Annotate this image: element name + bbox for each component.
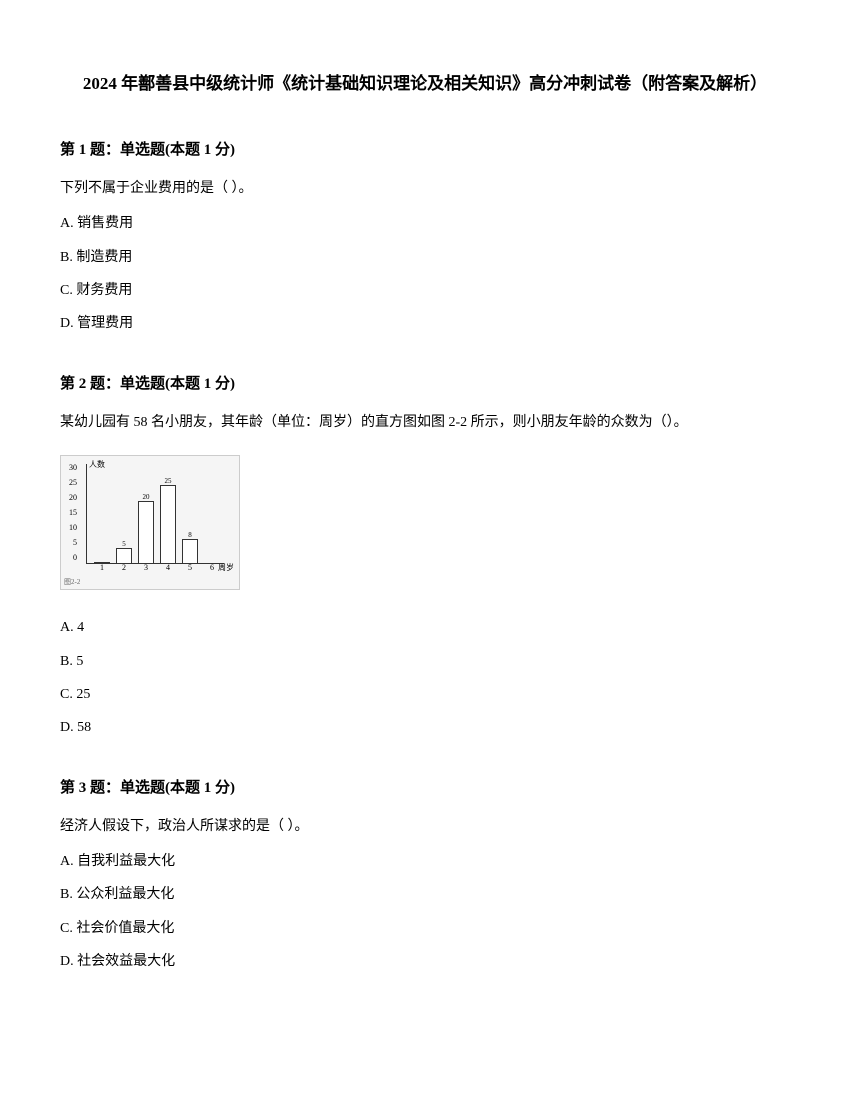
- question-3-text: 经济人假设下，政治人所谋求的是（ ）。: [60, 814, 790, 839]
- question-1-option-c: C. 财务费用: [60, 278, 790, 303]
- question-3-option-b: B. 公众利益最大化: [60, 882, 790, 907]
- bar-3-label: 20: [135, 491, 157, 504]
- bar-2-label: 5: [113, 538, 135, 551]
- question-1-option-a: A. 销售费用: [60, 211, 790, 236]
- y-tick-0: 0: [73, 551, 77, 565]
- question-1-text: 下列不属于企业费用的是（ ）。: [60, 176, 790, 201]
- question-1-header: 第 1 题：单选题(本题 1 分): [60, 137, 790, 164]
- histogram-chart: 人数 周岁 30 25 20 15 10 5 0 5 20: [60, 455, 240, 590]
- question-3-header: 第 3 题：单选题(本题 1 分): [60, 775, 790, 802]
- x-label-5: 5: [179, 561, 201, 575]
- question-2-option-a: A. 4: [60, 615, 790, 640]
- x-label-4: 4: [157, 561, 179, 575]
- bars-container: 5 20 25 8: [91, 469, 223, 564]
- question-2-header: 第 2 题：单选题(本题 1 分): [60, 371, 790, 398]
- bar-3-rect: [138, 501, 154, 564]
- bar-4-label: 25: [157, 475, 179, 488]
- question-3-option-c: C. 社会价值最大化: [60, 916, 790, 941]
- y-tick-20: 20: [69, 491, 77, 505]
- question-1-option-b: B. 制造费用: [60, 245, 790, 270]
- x-label-3: 3: [135, 561, 157, 575]
- bar-3: 20: [135, 501, 157, 564]
- x-label-2: 2: [113, 561, 135, 575]
- question-1: 第 1 题：单选题(本题 1 分) 下列不属于企业费用的是（ ）。 A. 销售费…: [60, 137, 790, 336]
- question-2-text: 某幼儿园有 58 名小朋友，其年龄（单位：周岁）的直方图如图 2-2 所示，则小…: [60, 410, 790, 435]
- question-1-option-d: D. 管理费用: [60, 311, 790, 336]
- document-title: 2024 年鄯善县中级统计师《统计基础知识理论及相关知识》高分冲刺试卷（附答案及…: [60, 70, 790, 97]
- question-2-option-b: B. 5: [60, 649, 790, 674]
- bar-5-label: 8: [179, 529, 201, 542]
- bar-4-rect: [160, 485, 176, 564]
- question-3: 第 3 题：单选题(本题 1 分) 经济人假设下，政治人所谋求的是（ ）。 A.…: [60, 775, 790, 974]
- y-axis-line: [86, 464, 87, 564]
- question-2: 第 2 题：单选题(本题 1 分) 某幼儿园有 58 名小朋友，其年龄（单位：周…: [60, 371, 790, 740]
- bar-4: 25: [157, 485, 179, 564]
- question-3-option-a: A. 自我利益最大化: [60, 849, 790, 874]
- y-tick-10: 10: [69, 521, 77, 535]
- y-tick-25: 25: [69, 476, 77, 490]
- question-3-option-d: D. 社会效益最大化: [60, 949, 790, 974]
- y-tick-5: 5: [73, 536, 77, 550]
- y-tick-30: 30: [69, 461, 77, 475]
- question-2-option-c: C. 25: [60, 682, 790, 707]
- y-tick-15: 15: [69, 506, 77, 520]
- question-2-option-d: D. 58: [60, 715, 790, 740]
- x-label-6: 6: [201, 561, 223, 575]
- chart-footer: 图2-2: [64, 576, 80, 589]
- x-labels: 1 2 3 4 5 6: [91, 561, 223, 575]
- x-label-1: 1: [91, 561, 113, 575]
